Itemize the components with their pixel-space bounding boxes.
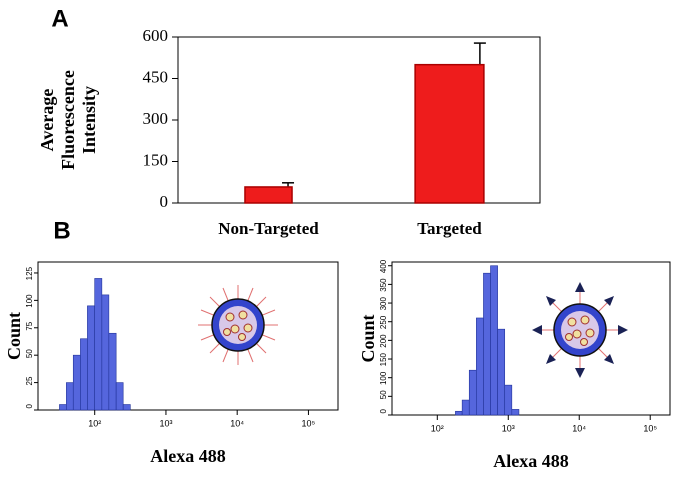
x-tick-label: 10²	[88, 418, 101, 428]
histogram-bin	[461, 399, 470, 416]
y-tick-label: 0	[160, 192, 169, 211]
y-tick-label: 300	[143, 109, 169, 128]
histogram-bin	[122, 404, 131, 411]
y-axis-label-line: Fluorescence	[58, 70, 78, 170]
y-tick-label: 0	[379, 408, 388, 413]
histogram-bin	[59, 404, 67, 411]
y-tick-label: 25	[25, 376, 34, 385]
y-tick-label: 600	[143, 26, 169, 45]
y-tick-label: 100	[379, 371, 388, 385]
histogram-bin	[455, 410, 463, 416]
y-tick-label: 250	[379, 315, 388, 329]
x-axis-label: Alexa 488	[150, 446, 226, 466]
y-tick-label: 0	[25, 403, 34, 408]
histogram-bin	[490, 265, 498, 416]
histogram-bin	[511, 409, 520, 416]
y-axis-label: Average Fluorescence Intensity	[37, 70, 99, 170]
x-tick-label: 10⁴	[572, 423, 586, 433]
y-tick-label: 150	[379, 352, 388, 366]
x-tick-label: 10⁵	[643, 423, 657, 433]
x-axis-label: Alexa 488	[493, 451, 569, 471]
y-tick-label: 75	[25, 321, 34, 330]
histogram-bin	[504, 384, 513, 416]
histogram-bin	[468, 369, 477, 416]
histogram-bin	[483, 272, 491, 416]
y-axis-label: Count	[4, 312, 24, 360]
y-tick-label: 200	[379, 334, 388, 348]
histogram-bin	[94, 278, 103, 411]
x-tick-label: 10²	[431, 423, 444, 433]
histogram-bin	[115, 382, 124, 411]
y-axis-label-line: Intensity	[79, 86, 99, 154]
panel-label: A	[51, 5, 68, 32]
y-tick-label: 50	[25, 349, 34, 358]
nanoparticle-icon	[198, 285, 278, 365]
plot-frame	[177, 36, 541, 204]
x-tick-label: 10⁵	[302, 418, 316, 428]
bar	[244, 186, 293, 204]
histogram-bin	[66, 382, 74, 411]
y-tick-label: 450	[143, 67, 169, 86]
x-tick-label: Targeted	[417, 219, 482, 238]
histogram-bin	[497, 328, 506, 416]
histogram-bin	[476, 317, 484, 416]
y-axis-label: Count	[358, 314, 378, 362]
histogram-bin	[72, 354, 81, 411]
bar	[414, 63, 485, 204]
histogram-bin	[101, 294, 110, 411]
y-tick-label: 50	[379, 390, 388, 399]
y-tick-label: 400	[379, 259, 388, 273]
histogram-bin	[87, 305, 96, 411]
y-axis-label-line: Average	[37, 89, 57, 152]
panel-label: B	[53, 217, 70, 244]
x-tick-label: Non-Targeted	[218, 219, 319, 238]
targeted-nanoparticle-icon	[532, 282, 628, 378]
x-tick-label: 10⁴	[230, 418, 244, 428]
y-tick-label: 125	[25, 266, 34, 280]
plot-frame	[37, 261, 339, 411]
y-tick-label: 350	[379, 278, 388, 292]
x-tick-label: 10³	[502, 423, 515, 433]
y-tick-label: 150	[143, 150, 169, 169]
histogram-bin	[80, 338, 88, 411]
y-tick-label: 100	[25, 294, 34, 308]
histogram-bin	[108, 332, 117, 411]
x-tick-label: 10³	[159, 418, 172, 428]
y-tick-label: 300	[379, 297, 388, 311]
plot-frame	[391, 261, 671, 416]
